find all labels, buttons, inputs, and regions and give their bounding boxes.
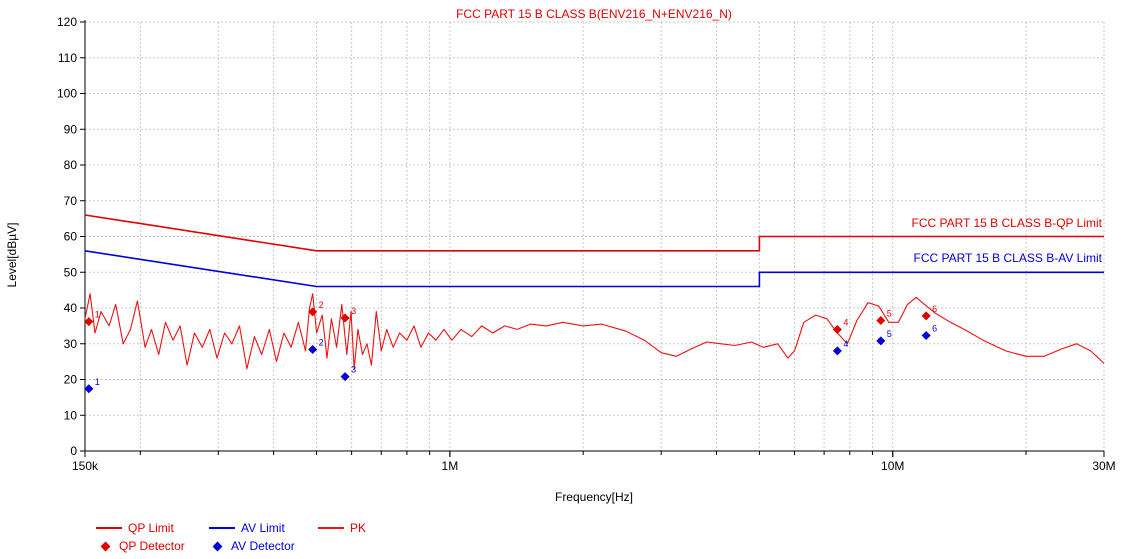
legend-item-av-detector: AV Detector [208, 537, 295, 555]
av-marker-label: 5 [887, 329, 892, 339]
legend: QP Limit AV Limit PK QP Detector AV Dete… [68, 519, 488, 557]
series-layer [84, 214, 1105, 370]
y-tick-label: 30 [64, 337, 78, 351]
av-detector-marker [832, 346, 842, 356]
av-marker-label: 2 [319, 337, 324, 347]
legend-label-qp-detector: QP Detector [119, 539, 185, 553]
y-tick-label: 90 [64, 122, 78, 136]
qp-limit-label: FCC PART 15 B CLASS B-QP Limit [911, 216, 1102, 230]
av-detector-marker [308, 344, 318, 354]
axes: 0 10 20 30 40 50 60 70 80 90 100 110 120 150k 1M 10M 30M [57, 15, 1116, 473]
av-detector-marker [876, 336, 886, 346]
grid [85, 21, 1105, 451]
qp-detector-marker [340, 313, 350, 323]
qp-marker-label: 1 [95, 310, 100, 320]
qp-marker-label: 5 [887, 309, 892, 319]
legend-label-pk: PK [350, 521, 367, 535]
qp-detector-swatch [100, 541, 111, 551]
chart-title: FCC PART 15 B CLASS B(ENV216_N+ENV216_N) [456, 7, 732, 21]
x-tick-label: 150k [72, 459, 99, 473]
markers-layer: 1 2 3 4 5 6 1 2 3 4 5 6 [84, 300, 937, 394]
qp-limit-swatch [96, 527, 122, 529]
legend-label-av-limit: AV Limit [241, 521, 285, 535]
av-detector-marker [84, 384, 94, 394]
x-tick-label: 30M [1092, 459, 1115, 473]
legend-label-qp-limit: QP Limit [128, 521, 174, 535]
y-tick-label: 110 [58, 51, 77, 65]
av-marker-label: 6 [932, 324, 937, 334]
legend-item-qp-limit: QP Limit [96, 519, 174, 537]
qp-detector-marker [84, 317, 94, 327]
x-axis-label: Frequency[Hz] [555, 490, 633, 504]
y-tick-label: 80 [64, 158, 78, 172]
qp-detector-marker [308, 307, 318, 317]
y-tick-label: 0 [70, 444, 77, 458]
series-line-pk [84, 293, 1105, 370]
qp-marker-label: 4 [843, 317, 848, 327]
qp-detector-marker [921, 311, 931, 321]
emission-chart: FCC PART 15 B CLASS B(ENV216_N+ENV216_N)… [5, 7, 1116, 504]
av-limit-label: FCC PART 15 B CLASS B-AV Limit [913, 251, 1102, 265]
x-tick-label: 1M [442, 459, 459, 473]
x-tick-label: 10M [881, 459, 904, 473]
qp-marker-label: 3 [351, 306, 356, 316]
y-tick-label: 50 [64, 265, 78, 279]
legend-item-av-limit: AV Limit [209, 519, 285, 537]
pk-swatch [318, 527, 344, 529]
legend-item-qp-detector: QP Detector [96, 537, 185, 555]
y-tick-label: 120 [57, 15, 77, 29]
qp-detector-marker [876, 316, 886, 326]
y-tick-label: 10 [64, 408, 78, 422]
y-tick-label: 20 [64, 373, 78, 387]
av-marker-label: 3 [351, 365, 356, 375]
qp-marker-label: 2 [319, 300, 324, 310]
legend-label-av-detector: AV Detector [231, 539, 295, 553]
av-marker-label: 1 [95, 377, 100, 387]
y-tick-label: 70 [64, 194, 78, 208]
series-line-qp-limit [84, 214, 1104, 252]
av-marker-label: 4 [843, 339, 848, 349]
qp-marker-label: 6 [932, 304, 937, 314]
series-line-av-limit [84, 250, 1104, 288]
y-tick-label: 40 [64, 301, 78, 315]
av-detector-swatch [212, 541, 223, 551]
legend-item-pk: PK [318, 519, 366, 537]
y-axis-label: Level[dBµV] [5, 223, 19, 288]
y-tick-label: 60 [64, 230, 78, 244]
av-detector-marker [340, 372, 350, 382]
qp-detector-marker [832, 324, 842, 334]
av-detector-marker [921, 331, 931, 341]
y-tick-label: 100 [57, 87, 77, 101]
av-limit-swatch [209, 527, 235, 529]
